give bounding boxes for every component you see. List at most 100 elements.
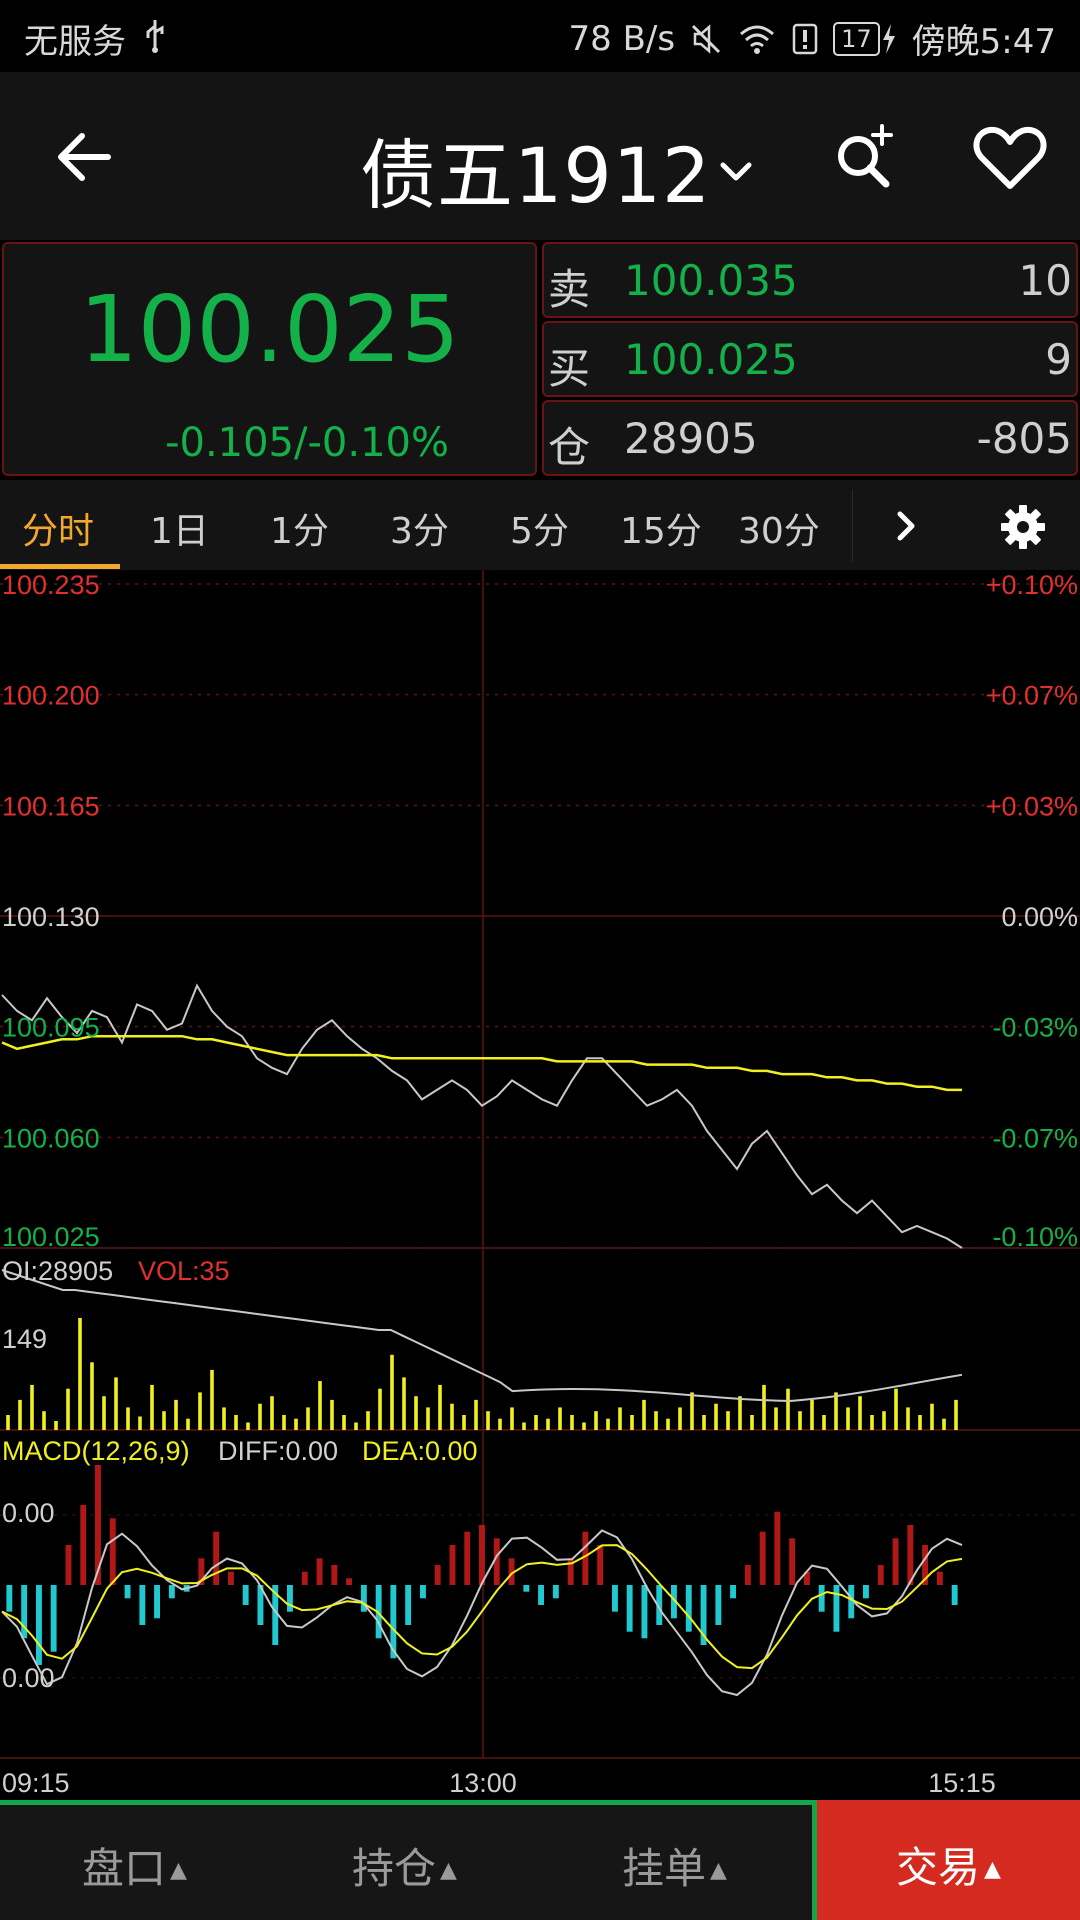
volume-bar [750, 1415, 754, 1430]
ask-label: 卖 [548, 265, 591, 314]
search-plus-icon[interactable] [830, 122, 900, 192]
page-title: 债五1912 [360, 131, 712, 220]
tab-positions[interactable]: 持仓 ▲ [352, 1835, 457, 1896]
volume-bar [66, 1388, 70, 1430]
clock: 傍晚5:47 [911, 22, 1056, 62]
macd-bar [538, 1585, 544, 1605]
percent-axis-label: +0.10% [986, 570, 1078, 600]
tab-intraday[interactable]: 分时 [22, 511, 95, 552]
bid-label: 买 [548, 344, 591, 393]
battery-level: 17 [833, 21, 880, 56]
tab-orders[interactable]: 挂单 ▲ [622, 1835, 727, 1896]
macd-bar [301, 1571, 308, 1585]
volume-bar [114, 1377, 118, 1430]
volume-bar [654, 1411, 658, 1430]
volume-bar [858, 1396, 862, 1430]
bid-price: 100.025 [624, 335, 798, 384]
macd-bar [863, 1585, 869, 1599]
macd-bar [523, 1585, 530, 1592]
chart-grid [0, 570, 1080, 1759]
tab-1d[interactable]: 1日 [150, 511, 209, 552]
average-price-line [1, 1034, 962, 1092]
volume-bar [534, 1415, 538, 1430]
volume-bar [138, 1416, 142, 1430]
volume-bar [714, 1403, 718, 1430]
volume-bar [762, 1384, 766, 1430]
price-panel [1, 983, 963, 1249]
volume-bar [90, 1362, 94, 1430]
macd-bar [818, 1585, 825, 1612]
volume-bar [582, 1422, 586, 1430]
macd-bar [168, 1585, 175, 1599]
macd-bar [272, 1585, 279, 1645]
volume-bar [234, 1415, 238, 1430]
back-arrow-icon[interactable] [50, 122, 120, 192]
positions-label: 持仓 [352, 1844, 437, 1893]
macd-bar [789, 1538, 796, 1585]
macd-bar [21, 1585, 28, 1639]
volume-bar [522, 1422, 526, 1430]
position-value: 28905 [624, 414, 758, 463]
macd-title: MACD(12,26,9) [2, 1436, 190, 1466]
macd-bar [331, 1565, 338, 1585]
diff-line [1, 1529, 963, 1697]
macd-bar [80, 1505, 87, 1585]
gear-icon[interactable] [1000, 504, 1046, 550]
contract-selector[interactable]: 债五1912 [360, 114, 753, 224]
chevron-right-icon[interactable] [872, 506, 942, 546]
percent-axis-label: +0.03% [986, 791, 1078, 821]
volume-bar [54, 1421, 58, 1430]
volume-bar [798, 1411, 802, 1430]
volume-bar [450, 1403, 454, 1430]
tab-3m[interactable]: 3分 [390, 511, 449, 552]
volume-bar [726, 1411, 730, 1430]
battery-icon: 17 [833, 21, 898, 56]
price-line [1, 983, 963, 1249]
volume-bar [426, 1407, 430, 1430]
percent-axis-label: -0.07% [992, 1123, 1078, 1153]
volume-bar [918, 1415, 922, 1430]
macd-bar [804, 1571, 810, 1585]
position-label: 仓 [548, 423, 591, 472]
volume-bar [294, 1418, 298, 1430]
status-bar: 无服务 78 B/s 17 傍晚5:47 [0, 0, 1080, 72]
volume-bar [774, 1407, 778, 1430]
heart-icon[interactable] [972, 124, 1048, 194]
macd-bar [95, 1465, 101, 1585]
volume-bar [390, 1354, 394, 1430]
volume-bar [510, 1407, 514, 1430]
carrier-text: 无服务 [24, 22, 126, 62]
orderbook: 卖 100.035 10 买 100.025 9 仓 28905 -805 [542, 242, 1078, 476]
time-axis-label: 13:00 [449, 1768, 517, 1798]
header: 债五1912 [0, 72, 1080, 240]
macd-bar [641, 1585, 648, 1639]
macd-top-label: 0.00 [2, 1498, 55, 1528]
macd-bar [582, 1531, 589, 1585]
volume-panel [1, 1269, 963, 1430]
tab-15m[interactable]: 15分 [620, 511, 702, 552]
alert-icon [792, 23, 818, 54]
tab-30m[interactable]: 30分 [738, 511, 820, 552]
time-axis-label: 15:15 [928, 1768, 996, 1798]
price-axis-label: 100.025 [2, 1222, 100, 1252]
volume-bar [378, 1388, 382, 1430]
macd-bar [848, 1585, 855, 1619]
volume-bar [222, 1407, 226, 1430]
percent-axis-label: 0.00% [1001, 902, 1078, 932]
intraday-chart[interactable]: 100.235 100.200 100.165 100.130 100.095 100.0… [0, 570, 1080, 1800]
macd-bar [700, 1585, 707, 1645]
usb-icon [146, 20, 164, 53]
macd-bar [833, 1585, 840, 1632]
tab-5m[interactable]: 5分 [510, 511, 569, 552]
volume-bar [834, 1392, 838, 1430]
volume-bar [942, 1418, 946, 1430]
macd-bar [65, 1545, 72, 1585]
tab-1m[interactable]: 1分 [270, 511, 329, 552]
net-speed: 78 B/s [568, 18, 676, 59]
tab-order-book[interactable]: 盘口 ▲ [82, 1835, 187, 1896]
volume-bar [930, 1403, 934, 1430]
trade-button[interactable]: 交易 ▲ [812, 1800, 1080, 1920]
orders-label: 挂单 [622, 1844, 707, 1893]
macd-bar [242, 1585, 249, 1605]
macd-bar [464, 1531, 471, 1585]
